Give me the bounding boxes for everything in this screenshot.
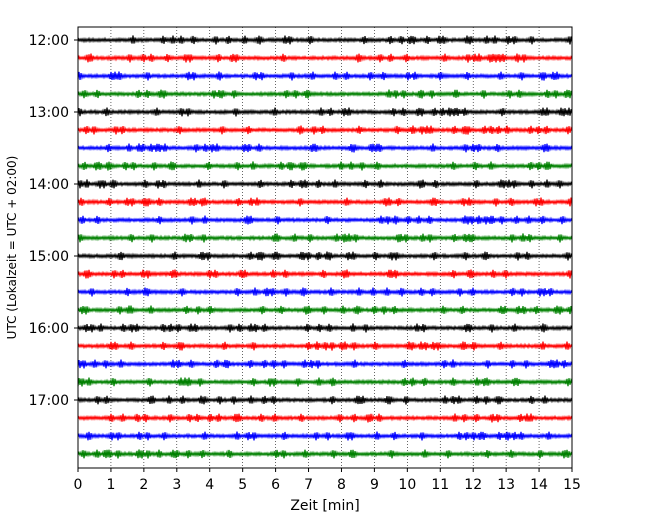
trace-1445 <box>77 233 573 243</box>
x-axis-label: Zeit [min] <box>290 498 359 514</box>
trace-1645 <box>77 377 573 387</box>
trace-1330 <box>77 143 573 153</box>
x-tick-label: 14 <box>530 477 548 493</box>
x-tick-label: 8 <box>337 477 346 493</box>
x-tick-label: 10 <box>398 477 416 493</box>
trace-1745 <box>77 449 573 459</box>
y-tick-label: 15:00 <box>29 249 69 265</box>
x-tick-label: 0 <box>74 477 83 493</box>
x-tick-label: 6 <box>271 477 280 493</box>
trace-1215 <box>77 53 573 63</box>
x-tick-label: 3 <box>172 477 181 493</box>
trace-1415 <box>77 197 573 207</box>
x-tick-label: 15 <box>563 477 581 493</box>
x-tick-label: 2 <box>139 477 148 493</box>
x-tick-label: 7 <box>304 477 313 493</box>
x-tick-label: 12 <box>464 477 482 493</box>
x-tick-label: 11 <box>431 477 449 493</box>
trace-1600 <box>77 323 573 333</box>
x-tick-label: 4 <box>205 477 214 493</box>
trace-1630 <box>77 359 573 369</box>
trace-1430 <box>77 215 573 225</box>
trace-1315 <box>77 125 573 135</box>
x-tick-label: 5 <box>238 477 247 493</box>
x-tick-label: 1 <box>106 477 115 493</box>
y-tick-label: 13:00 <box>29 105 69 121</box>
trace-1515 <box>77 269 573 279</box>
trace-1530 <box>77 287 573 297</box>
x-tick-label: 13 <box>497 477 515 493</box>
trace-1230 <box>77 71 573 81</box>
x-axis-ticks: 0 1 2 3 4 5 6 7 8 9 10 11 12 13 14 15 <box>74 468 581 493</box>
y-tick-label: 17:00 <box>29 393 69 409</box>
trace-1500 <box>77 251 573 261</box>
y-axis-label: UTC (Lokalzeit = UTC + 02:00) <box>5 156 19 340</box>
plot-frame <box>77 26 573 469</box>
trace-1200 <box>77 35 573 45</box>
y-tick-label: 16:00 <box>29 321 69 337</box>
seismic-traces <box>77 35 573 459</box>
trace-1615 <box>77 341 573 351</box>
x-tick-label: 9 <box>370 477 379 493</box>
y-axis-ticks: 12:00 13:00 14:00 15:00 16:00 17:00 <box>29 33 78 409</box>
y-tick-label: 12:00 <box>29 33 69 49</box>
trace-1245 <box>77 89 573 99</box>
trace-1300 <box>77 107 573 117</box>
trace-1700 <box>77 395 573 405</box>
trace-1345 <box>77 161 573 171</box>
trace-1400 <box>77 179 573 189</box>
trace-1730 <box>77 431 573 441</box>
y-tick-label: 14:00 <box>29 177 69 193</box>
trace-1545 <box>77 305 573 315</box>
trace-1715 <box>77 413 573 423</box>
